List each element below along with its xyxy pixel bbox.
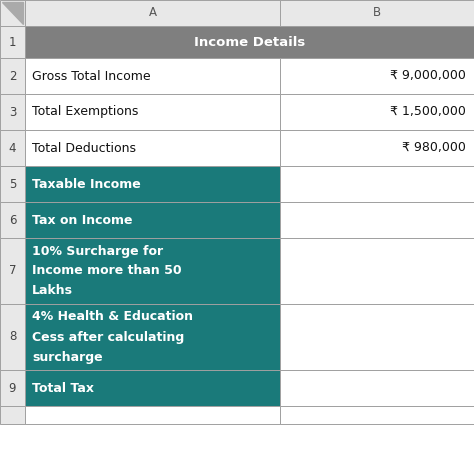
Bar	[0, 304, 25, 370]
Text: 3: 3	[9, 106, 16, 118]
Bar	[280, 370, 474, 406]
Text: 2: 2	[9, 69, 16, 83]
Bar	[280, 0, 474, 26]
Text: 1: 1	[9, 35, 16, 49]
Bar	[0, 166, 25, 202]
Bar	[0, 26, 25, 58]
Bar	[0, 94, 25, 130]
Polygon shape	[2, 2, 23, 24]
Text: Total Tax: Total Tax	[32, 381, 94, 394]
Bar	[0, 58, 25, 94]
Bar	[280, 238, 474, 304]
Bar	[280, 406, 474, 424]
Text: Cess after calculating: Cess after calculating	[32, 330, 184, 343]
Text: 5: 5	[9, 178, 16, 190]
Text: Total Deductions: Total Deductions	[32, 141, 136, 155]
Bar	[280, 166, 474, 202]
Text: 4: 4	[9, 141, 16, 155]
Bar	[25, 26, 474, 58]
Text: surcharge: surcharge	[32, 351, 103, 364]
Text: ₹ 1,500,000: ₹ 1,500,000	[390, 106, 466, 118]
Text: Lakhs: Lakhs	[32, 285, 73, 297]
Text: B: B	[373, 6, 381, 19]
Text: 8: 8	[9, 330, 16, 343]
Bar	[25, 202, 280, 238]
Text: ₹ 980,000: ₹ 980,000	[402, 141, 466, 155]
Bar	[25, 58, 280, 94]
Bar	[0, 0, 25, 26]
Text: 4% Health & Education: 4% Health & Education	[32, 310, 193, 324]
Bar	[0, 202, 25, 238]
Bar	[0, 370, 25, 406]
Bar	[25, 130, 280, 166]
Text: Income Details: Income Details	[194, 35, 305, 49]
Bar	[280, 202, 474, 238]
Text: 9: 9	[9, 381, 16, 394]
Text: Taxable Income: Taxable Income	[32, 178, 141, 190]
Text: 10% Surcharge for: 10% Surcharge for	[32, 245, 163, 257]
Text: Income more than 50: Income more than 50	[32, 264, 182, 278]
Bar	[280, 58, 474, 94]
Text: Tax on Income: Tax on Income	[32, 213, 133, 226]
Text: Total Exemptions: Total Exemptions	[32, 106, 138, 118]
Bar	[25, 0, 280, 26]
Bar	[25, 94, 280, 130]
Text: Gross Total Income: Gross Total Income	[32, 69, 151, 83]
Bar	[280, 304, 474, 370]
Bar	[25, 166, 280, 202]
Bar	[0, 130, 25, 166]
Bar	[25, 304, 280, 370]
Text: 7: 7	[9, 264, 16, 278]
Bar	[25, 370, 280, 406]
Bar	[280, 94, 474, 130]
Bar	[25, 238, 280, 304]
Bar	[280, 130, 474, 166]
Bar	[0, 406, 25, 424]
Bar	[0, 238, 25, 304]
Bar	[25, 406, 280, 424]
Text: A: A	[148, 6, 156, 19]
Text: 6: 6	[9, 213, 16, 226]
Text: ₹ 9,000,000: ₹ 9,000,000	[390, 69, 466, 83]
